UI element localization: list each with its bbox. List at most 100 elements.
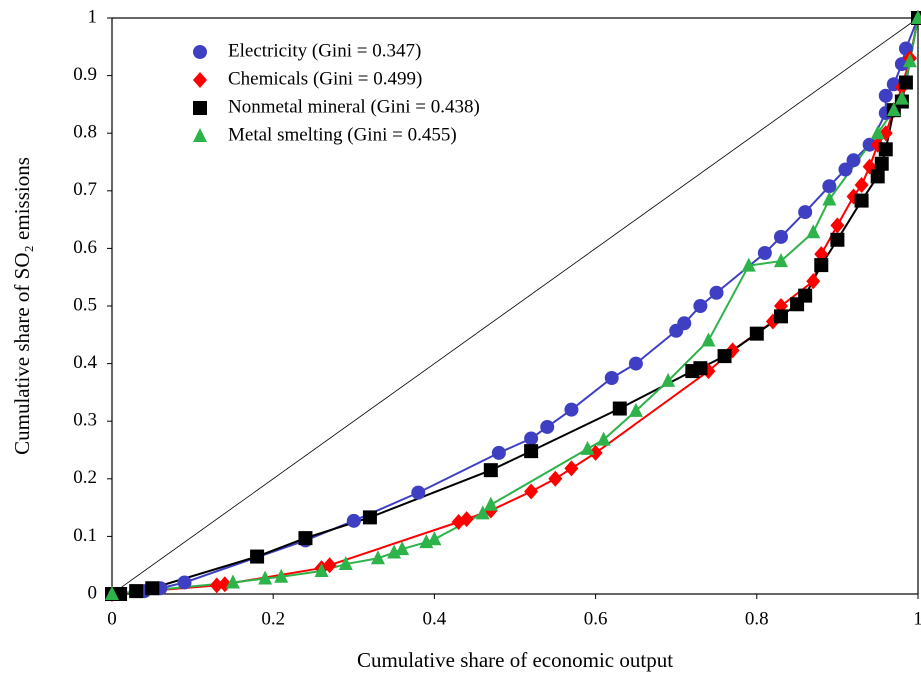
data-point: [459, 511, 474, 528]
legend-label: Metal smelting (Gini = 0.455): [228, 124, 457, 145]
y-tick-label: 0: [88, 582, 98, 603]
legend-label: Electricity (Gini = 0.347): [228, 40, 421, 61]
data-point: [483, 496, 498, 511]
legend-label: Nonmetal mineral (Gini = 0.438): [228, 96, 480, 117]
data-point: [483, 463, 498, 478]
data-point: [105, 586, 119, 600]
y-tick-label: 0.4: [73, 352, 97, 373]
x-tick-label: 0: [107, 608, 117, 629]
data-point: [225, 574, 240, 589]
data-point: [411, 485, 426, 500]
data-point: [524, 444, 539, 459]
x-tick-label: 0.4: [423, 608, 447, 629]
data-point: [806, 224, 821, 239]
data-point: [757, 246, 772, 261]
data-point: [548, 470, 563, 487]
data-point: [580, 440, 595, 455]
x-tick-label: 0.8: [745, 608, 769, 629]
data-point: [741, 257, 756, 272]
data-point: [395, 541, 410, 556]
data-point: [322, 557, 337, 574]
data-point: [628, 356, 643, 371]
data-point: [540, 419, 555, 434]
legend-label: Chemicals (Gini = 0.499): [228, 68, 422, 89]
legend-marker: [193, 101, 207, 115]
data-point: [798, 205, 813, 220]
x-axis-title: Cumulative share of economic output: [357, 648, 673, 672]
data-point: [491, 445, 506, 460]
data-point: [596, 431, 611, 446]
data-point: [830, 232, 845, 247]
legend-marker: [193, 45, 207, 59]
data-point: [701, 332, 716, 347]
data-point: [370, 550, 385, 565]
data-point: [878, 142, 893, 157]
data-point: [564, 402, 579, 417]
data-point: [806, 273, 821, 290]
data-point: [274, 568, 289, 583]
data-point: [677, 316, 692, 331]
plot-frame: [111, 17, 919, 595]
data-point: [846, 153, 861, 168]
data-point: [830, 217, 845, 234]
x-tick-label: 0.6: [584, 608, 608, 629]
data-point: [874, 156, 889, 171]
data-point: [524, 431, 539, 446]
data-point: [475, 505, 490, 520]
data-point: [661, 372, 676, 387]
data-point: [604, 371, 619, 385]
data-point: [814, 258, 829, 273]
y-tick-label: 0.5: [73, 294, 97, 315]
data-point: [773, 309, 788, 324]
legend-marker: [193, 72, 207, 88]
data-point: [524, 483, 539, 500]
data-point: [709, 285, 724, 300]
data-point: [258, 570, 273, 585]
y-tick-label: 0.1: [73, 525, 97, 546]
data-point: [314, 562, 329, 577]
data-point: [822, 179, 837, 194]
y-tick-label: 0.2: [73, 467, 97, 488]
data-point: [362, 510, 377, 525]
x-tick-label: 0.2: [261, 608, 285, 629]
data-point: [693, 299, 708, 313]
data-point: [878, 88, 893, 103]
data-point: [588, 444, 603, 461]
data-point: [862, 137, 877, 152]
data-point: [854, 193, 869, 208]
data-point: [628, 402, 643, 417]
x-tick-label: 1: [913, 608, 921, 629]
y-tick-label: 0.9: [73, 64, 97, 85]
data-point: [717, 349, 732, 364]
data-point: [177, 575, 192, 590]
data-point: [854, 177, 869, 194]
data-point: [250, 549, 265, 564]
equality-line: [111, 17, 919, 595]
data-point: [870, 169, 885, 184]
y-tick-label: 0.7: [73, 179, 97, 200]
y-tick-label: 1: [88, 6, 98, 27]
data-point: [298, 531, 313, 546]
data-point: [886, 102, 901, 117]
data-point: [209, 577, 224, 594]
y-tick-label: 0.8: [73, 122, 97, 143]
data-point: [427, 531, 442, 546]
data-point: [911, 10, 921, 24]
data-point: [749, 326, 764, 341]
data-point: [773, 253, 788, 268]
data-point: [773, 229, 788, 244]
data-point: [564, 460, 579, 477]
data-point: [898, 75, 913, 90]
data-point: [129, 584, 144, 599]
data-point: [902, 53, 917, 68]
data-point: [612, 401, 627, 416]
data-point: [822, 191, 837, 206]
data-point: [145, 581, 160, 596]
data-point: [693, 361, 708, 376]
y-tick-label: 0.6: [73, 237, 97, 258]
data-point: [798, 288, 813, 303]
data-point: [838, 162, 853, 177]
data-point: [346, 513, 361, 528]
data-point: [894, 90, 909, 105]
